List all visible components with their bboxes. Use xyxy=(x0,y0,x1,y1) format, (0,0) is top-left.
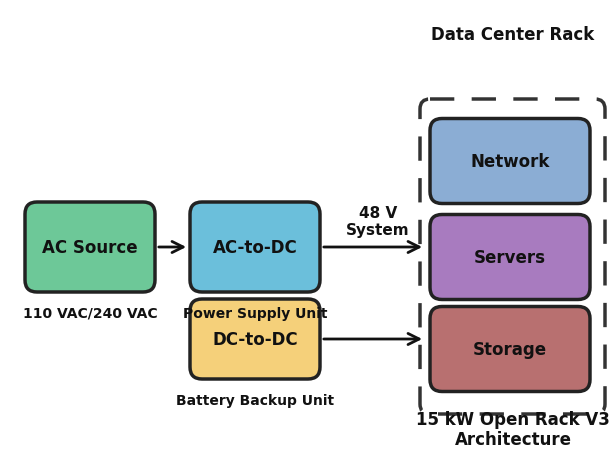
Text: Data Center Rack: Data Center Rack xyxy=(431,26,594,44)
FancyBboxPatch shape xyxy=(430,215,590,300)
FancyBboxPatch shape xyxy=(430,307,590,392)
FancyBboxPatch shape xyxy=(190,299,320,379)
FancyBboxPatch shape xyxy=(25,202,155,292)
Text: 15 kW Open Rack V3
Architecture: 15 kW Open Rack V3 Architecture xyxy=(416,410,610,448)
FancyBboxPatch shape xyxy=(190,202,320,292)
Text: Storage: Storage xyxy=(473,340,547,358)
Text: AC Source: AC Source xyxy=(42,239,138,257)
Text: Power Supply Unit: Power Supply Unit xyxy=(183,306,327,320)
Text: Network: Network xyxy=(470,153,549,171)
Text: DC-to-DC: DC-to-DC xyxy=(212,330,298,348)
Text: 110 VAC/240 VAC: 110 VAC/240 VAC xyxy=(23,306,157,320)
Text: Servers: Servers xyxy=(474,248,546,266)
Text: 48 V
System: 48 V System xyxy=(346,205,410,238)
Text: AC-to-DC: AC-to-DC xyxy=(213,239,298,257)
FancyBboxPatch shape xyxy=(430,119,590,204)
Text: Battery Backup Unit: Battery Backup Unit xyxy=(176,393,334,407)
